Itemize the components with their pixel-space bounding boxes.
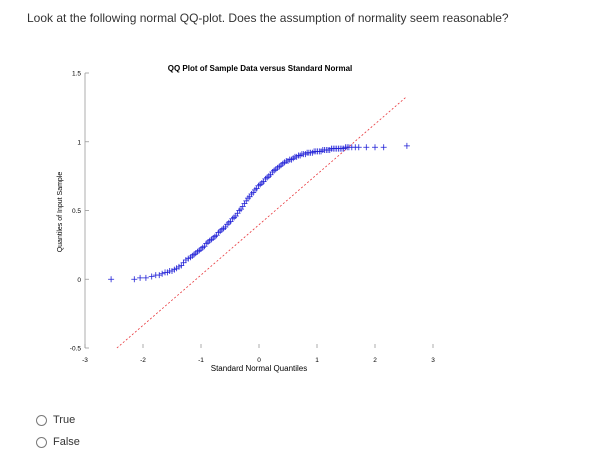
radio-true[interactable]	[36, 414, 47, 426]
data-points	[108, 142, 410, 283]
option-label-true: True	[53, 414, 76, 426]
y-tick-label: 0.5	[72, 208, 81, 215]
x-tick-label: -2	[140, 357, 146, 364]
data-point	[148, 273, 155, 280]
data-point	[142, 274, 149, 281]
data-point	[131, 276, 138, 283]
data-point	[355, 144, 362, 151]
data-point	[403, 142, 410, 149]
x-axis-label: Standard Normal Quantiles	[211, 364, 308, 373]
x-tick-label: -1	[198, 357, 204, 364]
option-false[interactable]: False	[36, 431, 80, 453]
y-axis-ticks: -0.5 0 0.5 1 1.5	[70, 71, 89, 353]
x-tick-label: 2	[373, 357, 377, 364]
y-tick-label: -0.5	[70, 346, 82, 353]
data-point	[156, 272, 163, 279]
data-point	[137, 274, 144, 281]
data-point	[108, 276, 115, 283]
x-tick-label: 3	[431, 357, 435, 364]
y-tick-label: 0	[77, 277, 81, 284]
x-tick-label: 1	[315, 357, 319, 364]
y-tick-label: 1	[77, 139, 81, 146]
radio-false[interactable]	[36, 436, 47, 448]
data-point	[159, 270, 166, 277]
answer-options: True False	[36, 409, 80, 453]
y-tick-label: 1.5	[72, 71, 81, 78]
question-text: Look at the following normal QQ-plot. Do…	[27, 11, 509, 25]
x-tick-label: -3	[82, 357, 88, 364]
option-label-false: False	[53, 436, 80, 448]
data-point	[363, 144, 370, 151]
option-true[interactable]: True	[36, 409, 80, 431]
y-axis-label: Quantiles of Input Sample	[57, 172, 64, 253]
x-tick-label: 0	[257, 357, 261, 364]
reference-line	[116, 96, 408, 349]
data-point	[380, 144, 387, 151]
chart-title: QQ Plot of Sample Data versus Standard N…	[168, 64, 353, 73]
data-point	[372, 144, 378, 151]
x-axis-ticks: -3 -2 -1 0 1 2 3	[82, 344, 435, 364]
